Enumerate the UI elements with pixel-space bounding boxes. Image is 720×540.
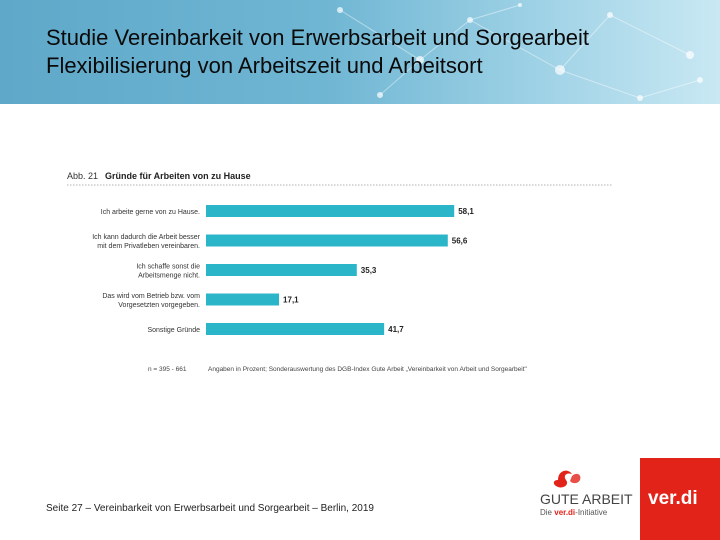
slide-header: Studie Vereinbarkeit von Erwerbsarbeit u… [0, 0, 720, 104]
bar-value-label: 17,1 [283, 296, 299, 305]
bar-category-label: Arbeitsmenge nicht. [138, 273, 200, 280]
gute-arbeit-logo: GUTE ARBEIT Die ver.di-Initiative [540, 470, 633, 517]
gute-arbeit-subline: Die ver.di-Initiative [540, 508, 608, 517]
bar-category-label: mit dem Privatleben vereinbaren. [97, 243, 200, 250]
bar-value-label: 35,3 [361, 266, 377, 275]
slide-footer: Seite 27 – Vereinbarkeit von Erwerbsarbe… [46, 503, 374, 514]
verdi-logo [640, 458, 720, 540]
slide-subtitle: Flexibilisierung von Arbeitszeit und Arb… [46, 53, 483, 78]
bar-value-label: 58,1 [458, 207, 474, 216]
gute-arbeit-emblem-icon [553, 470, 572, 488]
bar [206, 323, 385, 335]
bar [206, 293, 280, 306]
chart-note-sample-size: n = 395 - 661 [148, 366, 187, 373]
chart-figure-label: Abb. 21 [67, 171, 98, 181]
bar [206, 234, 448, 247]
bar-category-label: Vorgesetzten vorgegeben. [118, 302, 200, 309]
chart-note-source: Angaben in Prozent; Sonderauswertung des… [208, 366, 528, 373]
bar-category-label: Sonstige Gründe [147, 327, 200, 334]
bar [206, 264, 357, 276]
bar-chart: Abb. 21 Gründe für Arbeiten von zu Hause… [67, 171, 612, 373]
bar-category-label: Das wird vom Betrieb bzw. vom [102, 293, 200, 300]
chart-title: Gründe für Arbeiten von zu Hause [105, 171, 251, 181]
bar-category-label: Ich kann dadurch die Arbeit besser [92, 234, 200, 241]
bar [206, 205, 455, 217]
bar-value-label: 41,7 [388, 325, 404, 334]
slide-title: Studie Vereinbarkeit von Erwerbsarbeit u… [46, 25, 589, 50]
bar-category-label: Ich arbeite gerne von zu Hause. [101, 209, 200, 216]
gute-arbeit-title: GUTE ARBEIT [540, 491, 633, 507]
verdi-logo-text: ver.di [648, 488, 698, 509]
bar-value-label: 56,6 [452, 237, 468, 246]
network-background-graphic [337, 3, 703, 101]
bar-category-label: Ich schaffe sonst die [136, 264, 200, 271]
